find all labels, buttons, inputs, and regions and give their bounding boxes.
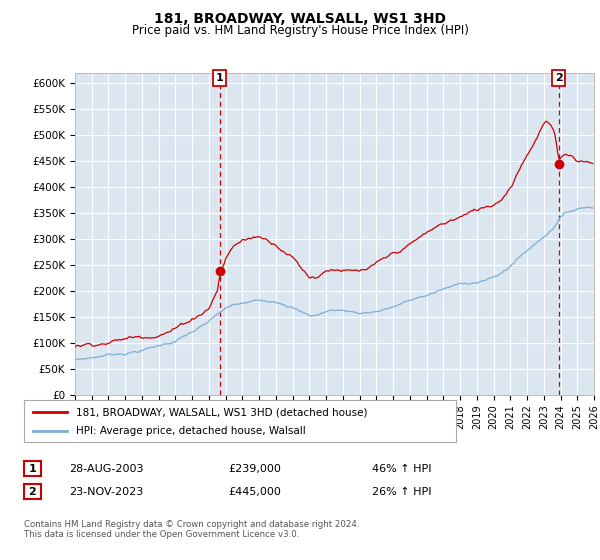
Text: Contains HM Land Registry data © Crown copyright and database right 2024.
This d: Contains HM Land Registry data © Crown c… <box>24 520 359 539</box>
Text: £239,000: £239,000 <box>228 464 281 474</box>
Text: 2: 2 <box>555 73 563 83</box>
Text: HPI: Average price, detached house, Walsall: HPI: Average price, detached house, Wals… <box>76 426 305 436</box>
Text: 1: 1 <box>216 73 224 83</box>
Text: £445,000: £445,000 <box>228 487 281 497</box>
Text: 2: 2 <box>29 487 36 497</box>
Text: 181, BROADWAY, WALSALL, WS1 3HD (detached house): 181, BROADWAY, WALSALL, WS1 3HD (detache… <box>76 407 367 417</box>
Text: Price paid vs. HM Land Registry's House Price Index (HPI): Price paid vs. HM Land Registry's House … <box>131 24 469 37</box>
Text: 26% ↑ HPI: 26% ↑ HPI <box>372 487 431 497</box>
Text: 181, BROADWAY, WALSALL, WS1 3HD: 181, BROADWAY, WALSALL, WS1 3HD <box>154 12 446 26</box>
Text: 23-NOV-2023: 23-NOV-2023 <box>69 487 143 497</box>
Text: 1: 1 <box>29 464 36 474</box>
Text: 46% ↑ HPI: 46% ↑ HPI <box>372 464 431 474</box>
Text: 28-AUG-2003: 28-AUG-2003 <box>69 464 143 474</box>
